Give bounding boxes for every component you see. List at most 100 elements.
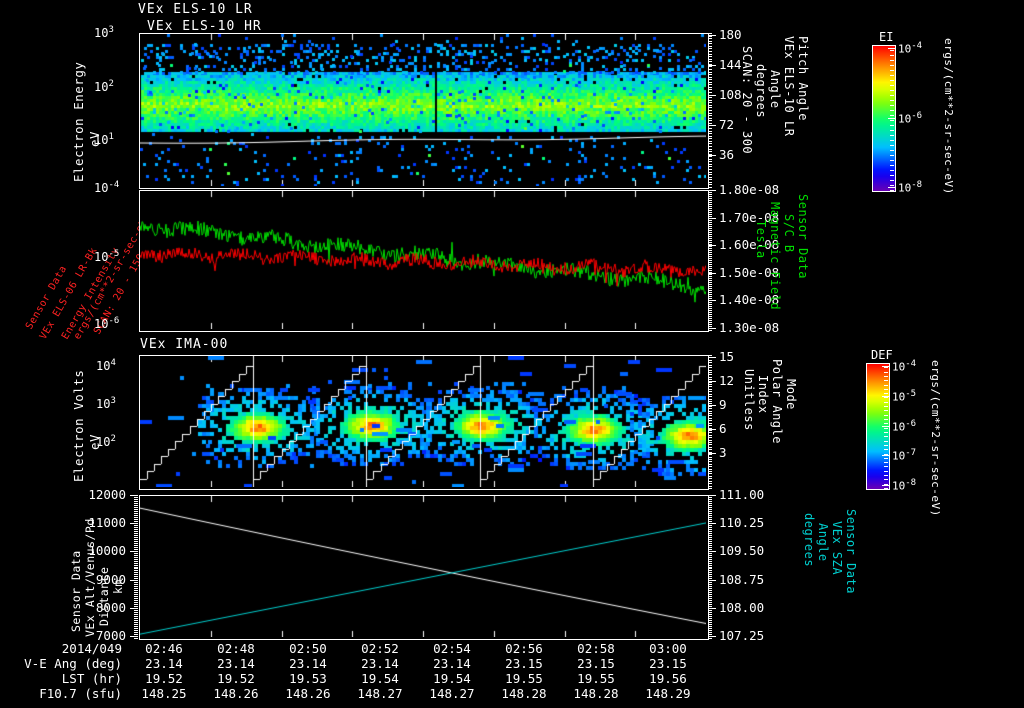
footer-cell: 148.25 xyxy=(141,686,187,701)
panel4-left-tick-label: 11000 xyxy=(88,515,126,530)
panel4-right-ticks: 111.00 110.25 109.50 108.75 108.00 107.25 xyxy=(708,487,778,643)
colorbar-tick-label: 10-6 xyxy=(892,419,917,434)
panel2-left-axis-label: Sensor Data VEx ELS-06 LR-Bk Energy Inte… xyxy=(24,211,154,342)
panel3-right-tick-label: 9 xyxy=(719,397,727,412)
footer-cell: 148.27 xyxy=(429,686,475,701)
panel2-ytick-1: 10-5 xyxy=(94,249,120,264)
panel3-left-axis-label: Electron Volts eV xyxy=(71,369,102,482)
panel2-right-tick-label: 1.40e-08 xyxy=(719,292,780,307)
panel1-right-tick-label: 144 xyxy=(719,57,742,72)
panel2-right-tick-label: 1.60e-08 xyxy=(719,237,780,252)
footer-row-label: LST (hr) xyxy=(61,671,122,686)
panel2-right-ticks: 1.80e-08 1.70e-08 1.60e-08 1.50e-08 1.40e-08… xyxy=(708,182,788,335)
panel4-right-tick-label: 107.25 xyxy=(719,628,765,643)
footer-cell: 148.28 xyxy=(501,686,547,701)
footer-cell: 02:56 xyxy=(505,641,543,656)
footer-row-label: 2014/049 xyxy=(61,641,122,656)
panel2-ytick-2: 10-6 xyxy=(94,316,120,331)
footer-cell: 19.54 xyxy=(433,671,471,686)
footer-cell: 148.26 xyxy=(285,686,331,701)
panel2-ytick-0: 10-4 xyxy=(94,180,120,195)
colorbar-tick-label: 10-5 xyxy=(892,389,917,404)
footer-cell: 19.55 xyxy=(505,671,543,686)
panel2-plot[interactable] xyxy=(139,190,709,332)
footer-row: F10.7 (sfu) 148.25 148.26 148.26 148.27 148.2… xyxy=(4,686,704,701)
footer-cell: 02:48 xyxy=(217,641,255,656)
panel4-left-tick-label: 12000 xyxy=(88,487,126,502)
panel4-right-axis-label: Sensor Data VEx SZA Angle degrees xyxy=(802,509,858,594)
panel2-right-tick-label: 1.70e-08 xyxy=(719,210,780,225)
panel2-right-tick-label: 1.30e-08 xyxy=(719,320,780,335)
panel4-left-tick-label: 8000 xyxy=(95,600,126,615)
panel2-right-tick-label: 1.50e-08 xyxy=(719,265,780,280)
panel4-right-tick-label: 108.75 xyxy=(719,572,765,587)
panel1-colorbar-ticks: 10-4 10-6 10-8 xyxy=(888,41,956,195)
footer-row-label: V-E Ang (deg) xyxy=(24,656,122,671)
footer-cell: 23.14 xyxy=(217,656,255,671)
footer-cell: 02:52 xyxy=(361,641,399,656)
panel1-right-tick-label: 72 xyxy=(719,117,735,132)
colorbar-tick-label: 10-8 xyxy=(898,180,923,195)
panel3-right-axis-label: Mode Polar Angle Index Unitless xyxy=(742,359,798,444)
panel4-right-tick-label: 110.25 xyxy=(719,515,765,530)
panel1-right-tick-label: 108 xyxy=(719,87,742,102)
panel4-left-tick-label: 9000 xyxy=(95,572,126,587)
footer-cell: 02:46 xyxy=(145,641,183,656)
panel3-right-tick-label: 15 xyxy=(719,349,735,364)
panel1-ytick-0: 103 xyxy=(94,25,114,40)
panel4-right-tick-label: 109.50 xyxy=(719,543,765,558)
panel2-right-tick-label: 1.80e-08 xyxy=(719,182,780,197)
footer-cell: 148.28 xyxy=(573,686,619,701)
footer-cell: 23.14 xyxy=(361,656,399,671)
footer-cell: 148.29 xyxy=(645,686,691,701)
panel3-ytick-1: 103 xyxy=(96,396,116,411)
footer-cell: 23.15 xyxy=(505,656,543,671)
footer-cell: 23.14 xyxy=(433,656,471,671)
panel1-ytick-1: 102 xyxy=(94,79,114,94)
panel1-colorbar-unit: ergs/(cm**2-sr-sec-eV) xyxy=(942,38,955,195)
panel3-right-tick-label: 3 xyxy=(719,445,727,460)
footer-cell: 02:58 xyxy=(577,641,615,656)
colorbar-tick-label: 10-4 xyxy=(898,41,923,56)
footer-table: 2014/049 02:46 02:48 02:50 02:52 02:54 02:56 02… xyxy=(4,641,704,701)
footer-cell: 23.15 xyxy=(577,656,615,671)
panel4-right-tick-label: 111.00 xyxy=(719,487,765,502)
footer-cell: 19.52 xyxy=(145,671,183,686)
panel3-colorbar-unit: ergs/(cm**2-sr-sec-eV) xyxy=(929,360,942,517)
panel1-title-hr: VEx ELS-10 HR xyxy=(147,19,262,34)
footer-row: 2014/049 02:46 02:48 02:50 02:52 02:54 02:56 02… xyxy=(4,641,704,656)
panel4-left-ticks: 12000 11000 10000 9000 8000 7000 xyxy=(78,487,138,643)
panel3-right-ticks: 15 12 9 6 3 xyxy=(708,349,768,489)
panel4-plot[interactable] xyxy=(139,495,709,640)
panel3-colorbar-name: DEF xyxy=(871,348,893,362)
footer-cell: 03:00 xyxy=(649,641,687,656)
footer-row: V-E Ang (deg) 23.14 23.14 23.14 23.14 23.14 23… xyxy=(4,656,704,671)
footer-cell: 19.55 xyxy=(577,671,615,686)
panel1-colorbar-name: EI xyxy=(879,30,894,44)
footer-cell: 19.53 xyxy=(289,671,327,686)
panel3-plot[interactable] xyxy=(139,355,709,490)
footer-cell: 23.15 xyxy=(649,656,687,671)
panel1-left-axis-label: Electron Energy eV xyxy=(71,61,102,182)
panel4-left-tick-label: 10000 xyxy=(88,543,126,558)
panel3-ytick-0: 104 xyxy=(96,358,116,373)
panel1-plot[interactable] xyxy=(139,33,709,189)
panel1-title-lr: VEx ELS-10 LR xyxy=(138,2,253,17)
footer-row-label: F10.7 (sfu) xyxy=(39,686,122,701)
footer-cell: 23.14 xyxy=(145,656,183,671)
panel3-colorbar-ticks: 10-4 10-5 10-6 10-7 10-8 xyxy=(882,359,950,493)
footer-cell: 148.27 xyxy=(357,686,403,701)
footer-cell: 19.54 xyxy=(361,671,399,686)
panel1-right-axis-label: Pitch Angle VEx ELS-10 LR Angle degrees … xyxy=(740,36,810,155)
footer-cell: 23.14 xyxy=(289,656,327,671)
footer-cell: 02:50 xyxy=(289,641,327,656)
panel3-ytick-2: 102 xyxy=(96,434,116,449)
colorbar-tick-label: 10-6 xyxy=(898,111,923,126)
panel1-ytick-2: 101 xyxy=(94,132,114,147)
colorbar-tick-label: 10-8 xyxy=(892,478,917,493)
footer-cell: 148.26 xyxy=(213,686,259,701)
panel1-right-tick-label: 36 xyxy=(719,147,735,162)
footer-cell: 19.56 xyxy=(649,671,687,686)
panel1-right-ticks: 180 144 108 72 36 xyxy=(708,27,768,188)
